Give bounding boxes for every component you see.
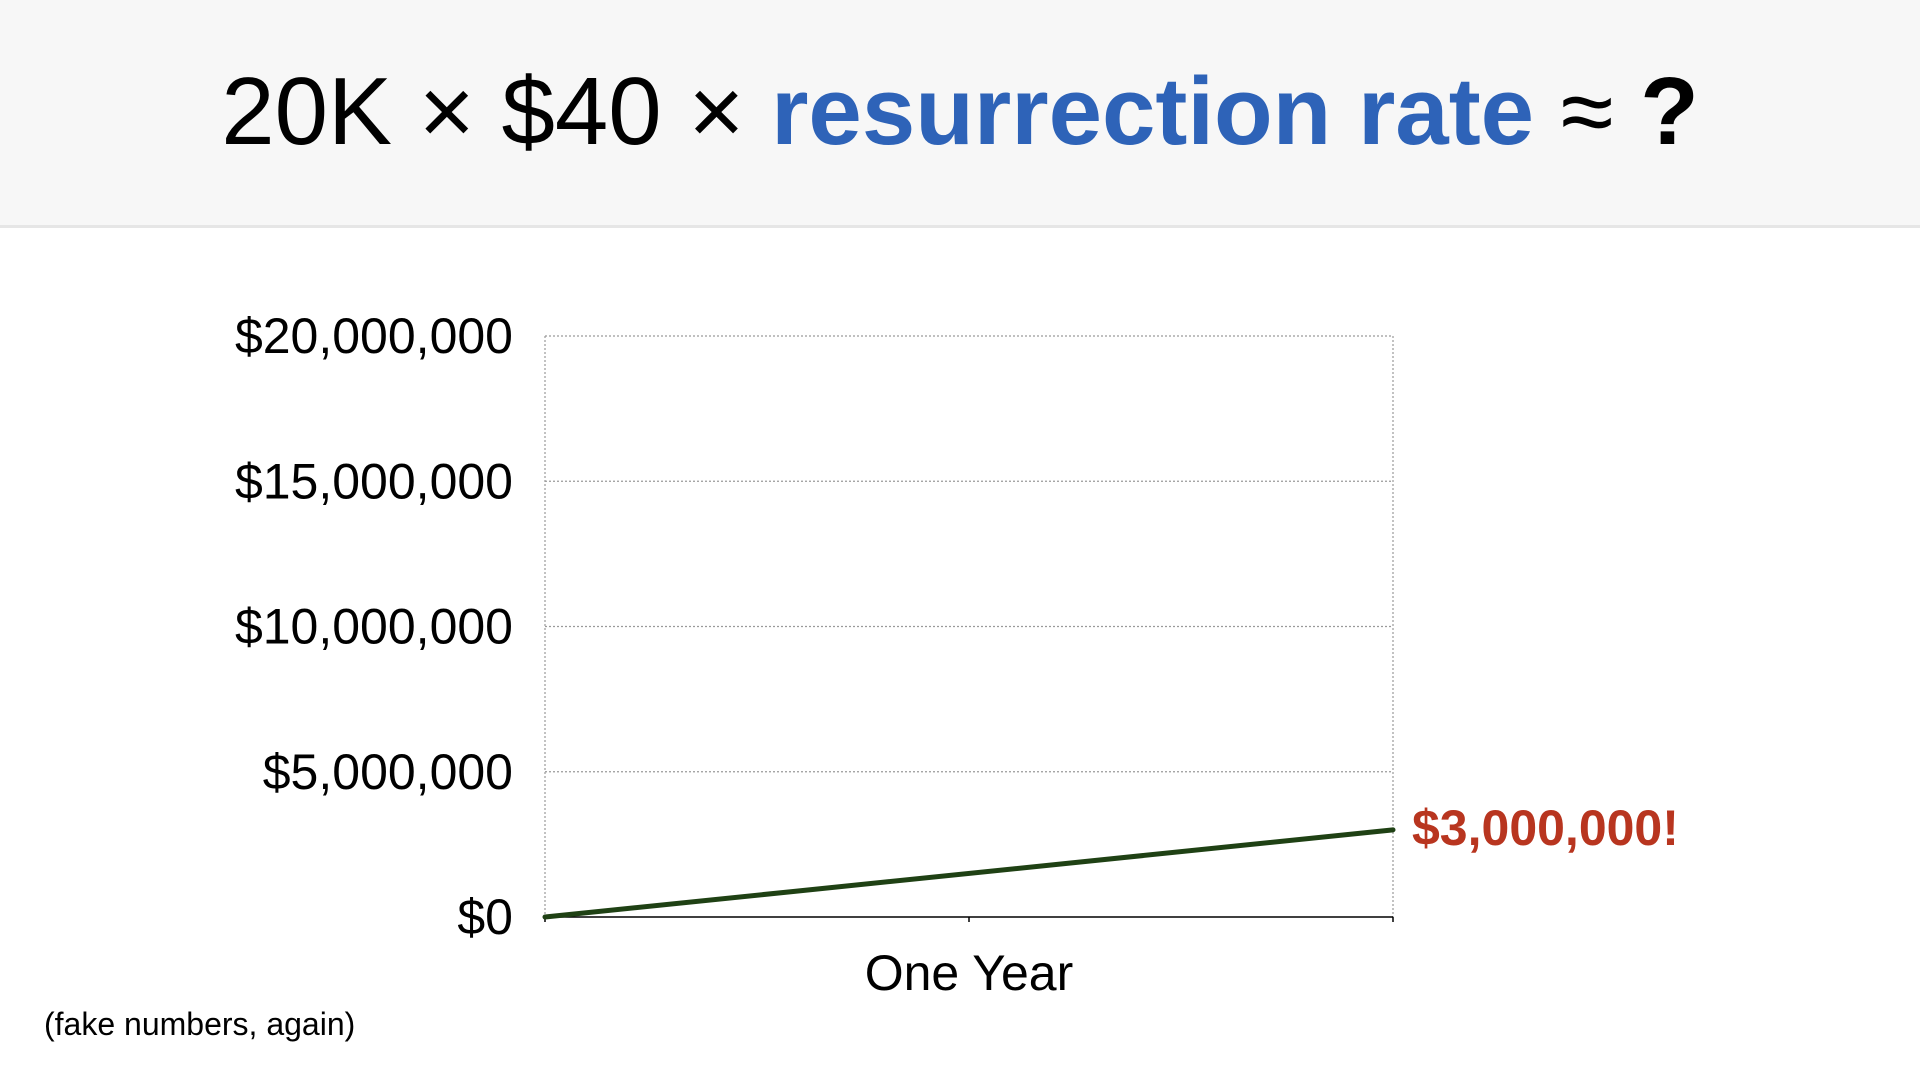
title-approx: ≈ [1534,58,1641,165]
y-tick-label: $5,000,000 [263,744,513,800]
y-tick-label: $10,000,000 [235,599,513,655]
end-value-callout: $3,000,000! [1412,800,1679,856]
footnote: (fake numbers, again) [44,1006,356,1042]
title-bar: 20K × $40 × resurrection rate ≈ ? [0,0,1920,228]
x-axis-label: One Year [865,945,1074,1001]
title-highlight: resurrection rate [771,58,1535,165]
series-line [542,827,1396,920]
title-question: ? [1640,58,1699,165]
y-tick-label: $20,000,000 [235,308,513,364]
y-tick-label: $0 [457,889,513,945]
slide-title: 20K × $40 × resurrection rate ≈ ? [0,62,1920,162]
y-tick-label: $15,000,000 [235,453,513,509]
title-formula: 20K × $40 × [221,58,772,165]
